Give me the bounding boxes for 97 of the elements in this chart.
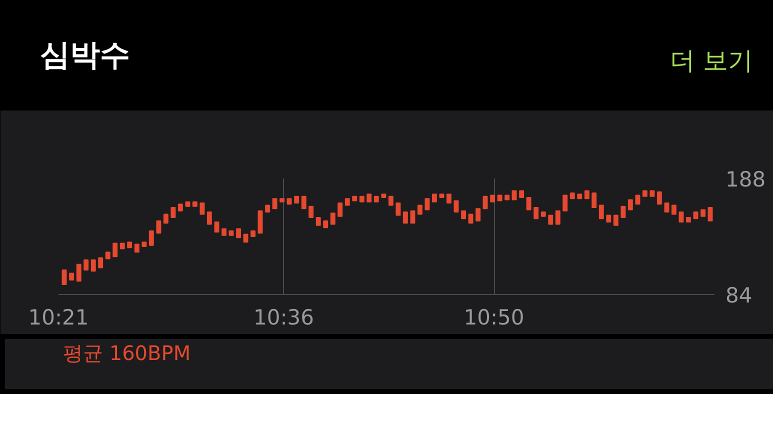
bar (163, 214, 168, 224)
bar (344, 198, 350, 206)
bar (432, 194, 437, 202)
bar (592, 192, 597, 208)
bar (250, 230, 256, 237)
bar (134, 244, 140, 253)
bar (584, 190, 590, 200)
bar (468, 214, 474, 224)
bar (562, 194, 568, 212)
bar (642, 190, 648, 197)
text: 평균 160BPM (63, 340, 191, 367)
bar (570, 192, 575, 200)
bar (476, 208, 481, 222)
bar (693, 211, 698, 220)
bar (258, 210, 263, 234)
bar (686, 217, 691, 222)
x-tick-label: 10:36 (254, 306, 314, 330)
bar (127, 242, 132, 248)
bar (534, 207, 539, 220)
bar (613, 214, 618, 226)
bar (519, 190, 524, 198)
bar (424, 198, 430, 210)
bar (308, 206, 314, 218)
bar (323, 220, 328, 228)
bar (352, 196, 358, 202)
bar (359, 196, 364, 202)
bar (598, 204, 604, 220)
bar (664, 202, 670, 212)
bar (338, 202, 343, 217)
bar (120, 242, 125, 250)
bar (316, 217, 321, 226)
bar (555, 210, 560, 225)
bar (330, 212, 336, 225)
bar (512, 190, 517, 200)
bar (650, 190, 655, 197)
bar (410, 210, 416, 224)
bar (280, 198, 285, 202)
bar (228, 230, 234, 236)
bar (192, 201, 198, 207)
bar (577, 194, 582, 200)
bar (272, 198, 278, 210)
bar (206, 211, 212, 225)
bar (482, 196, 488, 210)
bar (526, 196, 532, 210)
bar (548, 214, 554, 225)
y-tick-label: 188 (726, 168, 766, 192)
bar (490, 194, 496, 202)
bar (105, 252, 110, 260)
bar (286, 198, 292, 205)
bar (156, 220, 162, 234)
bar (200, 202, 205, 215)
bar (620, 206, 626, 218)
x-tick-label: 10:50 (464, 306, 524, 330)
bar (142, 242, 147, 248)
bar (366, 194, 372, 202)
bar (178, 204, 183, 212)
bar (185, 201, 190, 207)
bar (294, 196, 300, 204)
bar (214, 222, 220, 233)
bar (402, 211, 408, 224)
bar (90, 259, 96, 272)
bar (84, 259, 89, 270)
bar (62, 269, 67, 285)
bar (504, 194, 510, 200)
bar (628, 199, 633, 210)
bar (497, 194, 502, 202)
bar (635, 194, 640, 205)
bar (678, 211, 684, 222)
bar (388, 196, 394, 206)
bar (606, 214, 612, 222)
bar (170, 207, 176, 218)
bar (540, 211, 546, 217)
bar (148, 230, 154, 246)
bar (417, 204, 422, 215)
bar (454, 200, 459, 212)
bar (461, 210, 466, 220)
bar (656, 191, 662, 205)
bar (76, 264, 82, 282)
y-tick-label: 84 (726, 284, 752, 308)
text: 더 보기 (670, 45, 753, 77)
bar (381, 194, 386, 198)
bar (69, 272, 74, 280)
bar (708, 207, 713, 222)
bar (396, 202, 401, 216)
bar (439, 194, 444, 198)
bar (700, 209, 706, 217)
x-tick-label: 10:21 (28, 306, 89, 330)
bar (301, 196, 306, 210)
bar (222, 228, 227, 236)
bar (98, 257, 104, 268)
bar (374, 196, 379, 202)
chart-title: 심박수 (40, 37, 130, 75)
bar (446, 194, 452, 204)
bar (265, 204, 270, 212)
bar (236, 228, 242, 238)
bar (671, 204, 676, 215)
bar (112, 242, 118, 258)
